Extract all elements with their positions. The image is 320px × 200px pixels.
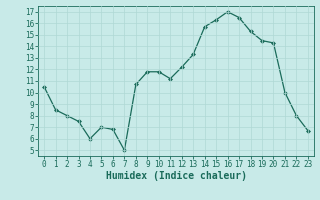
- X-axis label: Humidex (Indice chaleur): Humidex (Indice chaleur): [106, 171, 246, 181]
